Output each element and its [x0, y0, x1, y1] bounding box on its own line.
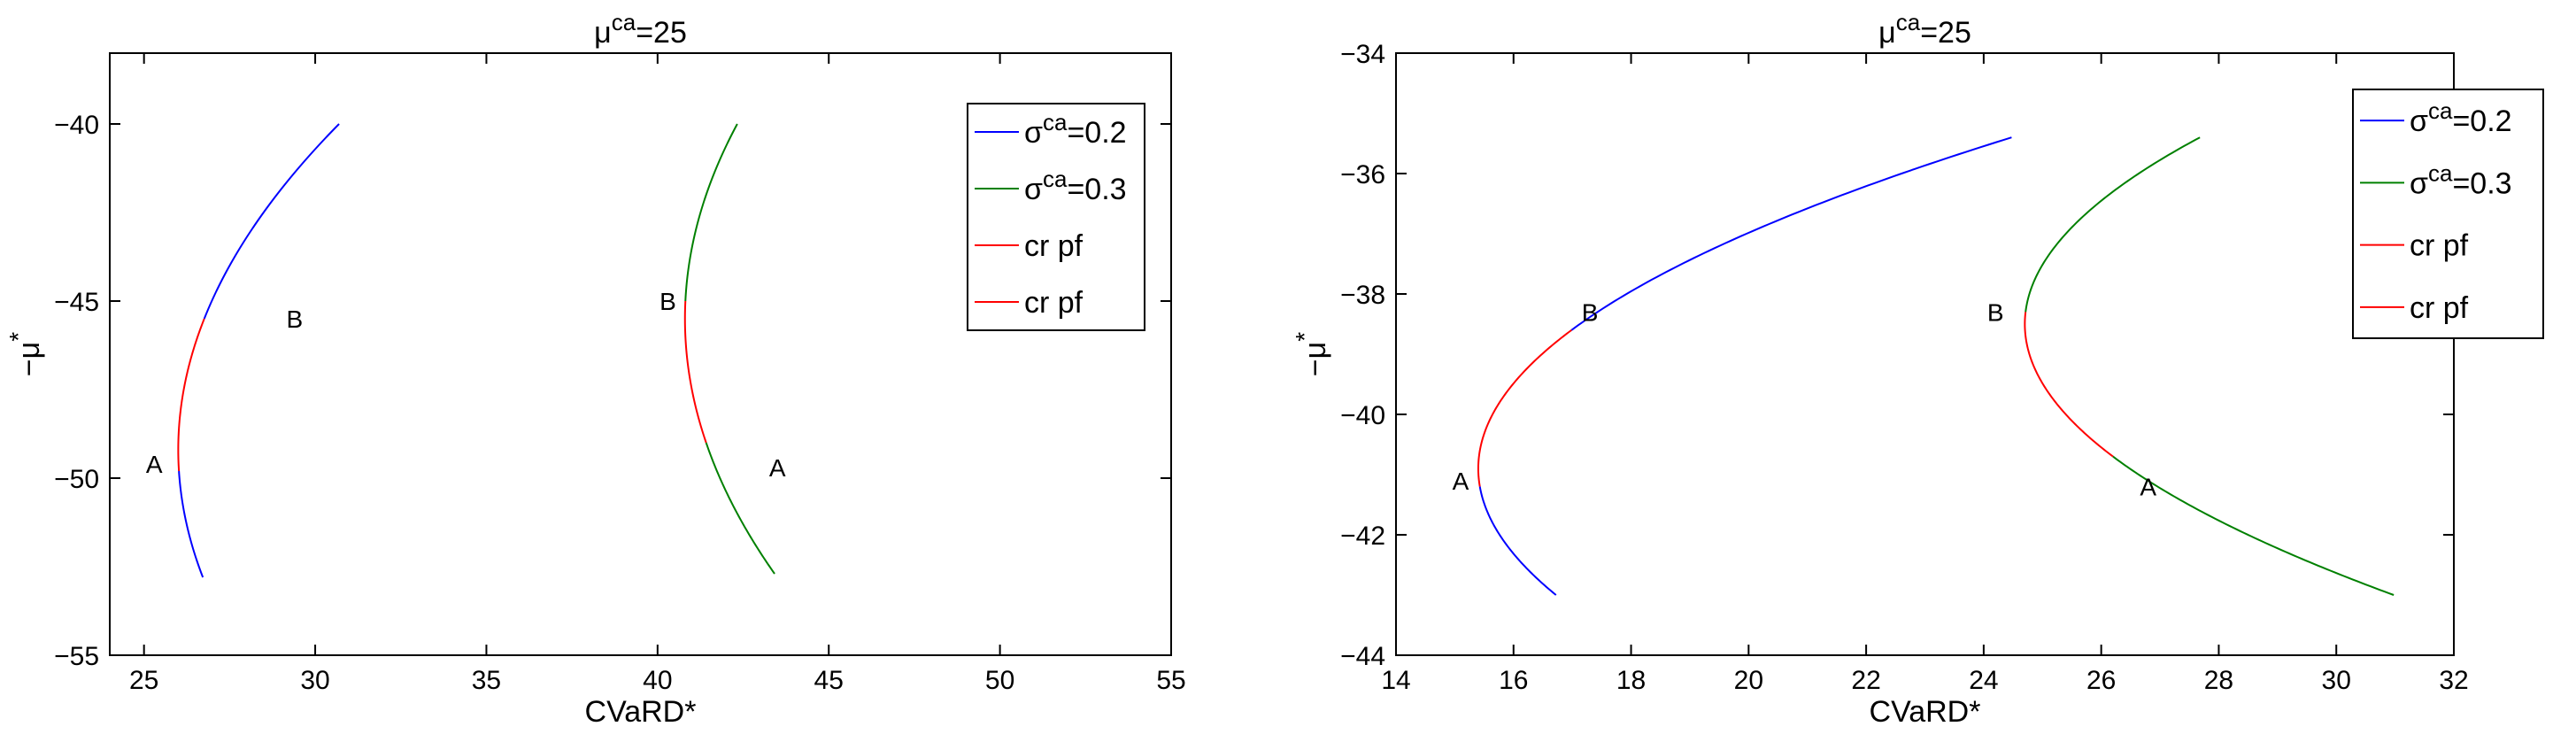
x-tick-label: 22 [1851, 666, 1880, 695]
y-tick-label: −40 [1340, 401, 1385, 430]
frontier-0-lower-segment [178, 470, 204, 578]
frontier-1-cr-pf-segment [683, 300, 707, 444]
x-tick-label: 45 [814, 666, 844, 695]
frontier-1-cr-pf-segment [2024, 312, 2114, 458]
legend-entry-label: cr pf [1024, 229, 1084, 263]
x-tick-label: 40 [643, 666, 672, 695]
chart-left-svg: 25 30 35 40 45 50 55 −55 −50 −45 −40 μca=25 CVaRD* −μ… [4, 9, 1186, 729]
point-label-A: A [2140, 474, 2156, 501]
point-label-A: A [146, 451, 163, 478]
chart-right: 14 16 18 20 22 24 26 28 30 32 −44 −42 −40 −38 −36 −34 μc… [1288, 0, 2576, 742]
frontier-1-upper-segment [684, 123, 738, 302]
x-tick-label: 28 [2204, 666, 2233, 695]
y-tick-label: −55 [54, 642, 99, 671]
point-label-B: B [1582, 298, 1599, 326]
frontier-0-lower-segment [1478, 486, 1557, 596]
x-axis-label: CVaRD* [585, 695, 697, 729]
x-tick-label: 25 [129, 666, 158, 695]
x-tick-label: 55 [1156, 666, 1185, 695]
x-tick-label: 16 [1499, 666, 1528, 695]
frontier-0-upper-segment [1570, 136, 2012, 331]
legend: σca=0.2 σca=0.3 cr pf cr pf [967, 103, 1145, 331]
x-axis-label: CVaRD* [1870, 695, 1981, 729]
legend-box [967, 103, 1145, 331]
y-tick-label: −40 [54, 111, 99, 140]
y-axis-label: −μ* [4, 332, 46, 376]
y-tick-label: −42 [1340, 522, 1385, 551]
frontier-0-cr-pf-segment [177, 318, 205, 472]
x-tick-label: 18 [1616, 666, 1646, 695]
plot-area-frame [1395, 52, 2455, 656]
chart-title: μca=25 [1878, 9, 1971, 50]
x-tick-label: 20 [1734, 666, 1763, 695]
legend-entry-label: σca=0.2 [1024, 109, 1127, 150]
point-label-A: A [769, 454, 786, 482]
x-tick-label: 30 [300, 666, 329, 695]
y-tick-label: −44 [1340, 642, 1385, 671]
point-label-B: B [287, 305, 304, 333]
y-axis-label: −μ* [1291, 332, 1332, 376]
legend: σca=0.2 σca=0.3 cr pf cr pf [2352, 89, 2544, 339]
x-tick-label: 30 [2322, 666, 2351, 695]
frontier-1-lower-segment [2112, 455, 2395, 596]
legend-entry-label: cr pf [1024, 286, 1084, 320]
x-tick-label: 50 [985, 666, 1014, 695]
y-tick-label: −45 [54, 288, 99, 317]
frontier-1-upper-segment [2025, 136, 2201, 313]
point-label-A: A [1453, 468, 1469, 495]
x-tick-label: 14 [1381, 666, 1410, 695]
frontier-0-upper-segment [203, 123, 340, 320]
chart-left: 25 30 35 40 45 50 55 −55 −50 −45 −40 μca=25 CVaRD* −μ… [4, 9, 1186, 729]
legend-entry-label: σca=0.2 [2410, 97, 2512, 138]
plot-area-frame [109, 52, 1172, 656]
point-label-B: B [1987, 298, 2004, 326]
frontier-0-cr-pf-segment [1477, 328, 1572, 487]
x-tick-label: 26 [2086, 666, 2116, 695]
chart-title: μca=25 [594, 9, 687, 50]
point-label-B: B [659, 288, 676, 315]
y-tick-label: −38 [1340, 281, 1385, 310]
x-tick-label: 24 [1969, 666, 1998, 695]
y-tick-label: −50 [54, 465, 99, 494]
chart-right-svg: 14 16 18 20 22 24 26 28 30 32 −44 −42 −40 −38 −36 −34 μc… [1291, 9, 2544, 729]
legend-entry-label: σca=0.3 [2410, 159, 2512, 200]
x-tick-label: 32 [2439, 666, 2468, 695]
x-tick-label: 35 [472, 666, 501, 695]
frontier-1-lower-segment [705, 442, 775, 575]
legend-entry-label: cr pf [2410, 291, 2469, 325]
y-tick-label: −36 [1340, 160, 1385, 189]
legend-box [2352, 89, 2544, 339]
legend-entry-label: σca=0.3 [1024, 166, 1127, 206]
legend-entry-label: cr pf [2410, 229, 2469, 263]
y-tick-label: −34 [1340, 40, 1385, 69]
